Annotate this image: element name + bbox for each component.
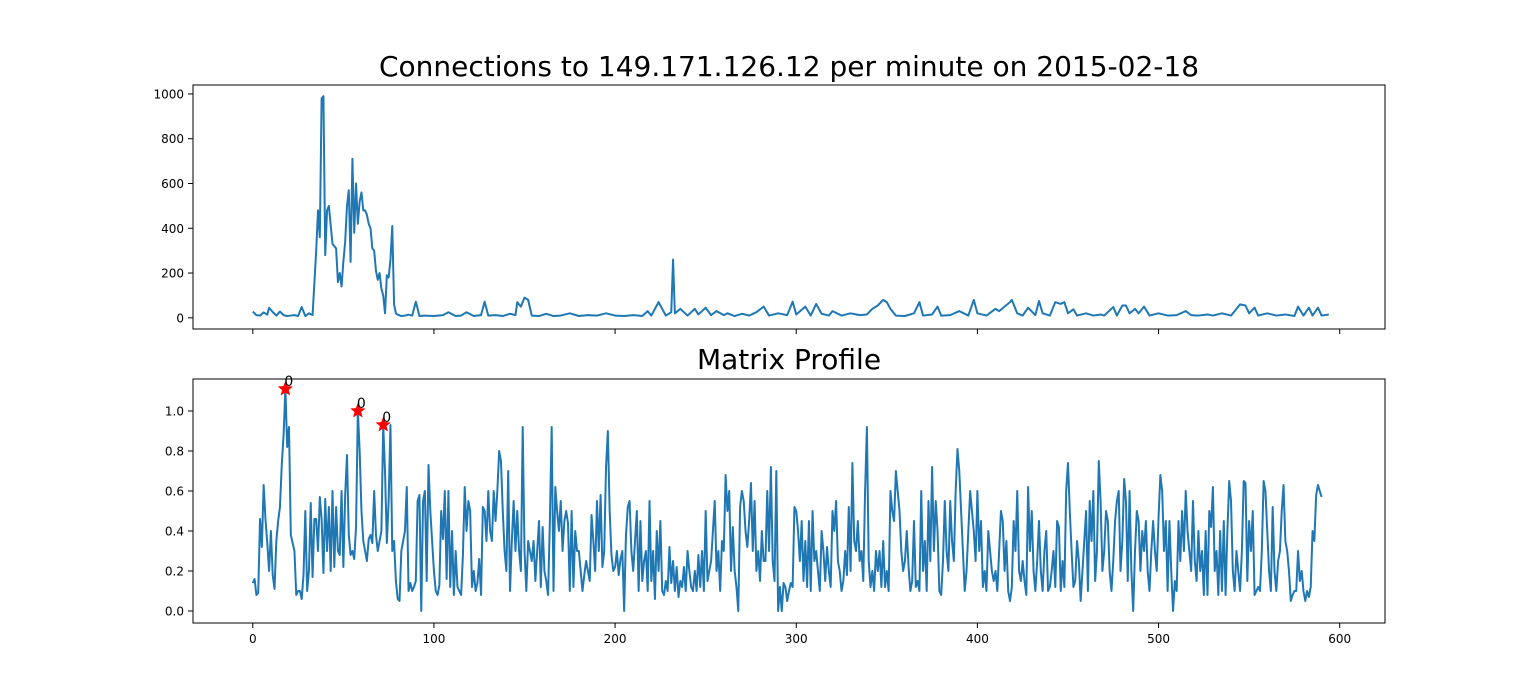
- matrix-profile-x-tick-label: 400: [966, 632, 989, 646]
- matrix-profile-x-tick-label: 500: [1147, 632, 1170, 646]
- matrix-profile-series-line: [251, 388, 1323, 612]
- connections-axes: Connections to 149.171.126.12 per minute…: [153, 50, 1386, 334]
- matrix-profile-x-tick-label: 0: [249, 632, 257, 646]
- matrix-profile-x-tick-label: 100: [422, 632, 445, 646]
- matrix-profile-y-tick-label: 0.2: [165, 565, 184, 579]
- connections-y-tick-label: 200: [161, 267, 184, 281]
- matrix-profile-anomaly-label: 0: [357, 396, 366, 412]
- connections-series-line: [252, 95, 1329, 318]
- connections-y-tick-label: 600: [161, 177, 184, 191]
- connections-axes-frame: [192, 84, 1386, 330]
- connections-y-tick-label: 800: [161, 132, 184, 146]
- matrix-profile-axes-frame: [192, 378, 1386, 624]
- matrix-profile-anomaly-label: 0: [284, 374, 293, 390]
- matrix-profile-x-tick-label: 600: [1328, 632, 1351, 646]
- connections-y-tick-label: 0: [176, 311, 184, 325]
- matrix-profile-x-tick-label: 300: [785, 632, 808, 646]
- matrix-profile-y-tick-label: 0.8: [165, 445, 184, 459]
- matrix-profile-anomaly-marker: [375, 416, 392, 432]
- matrix-profile-anomaly-marker: [350, 402, 366, 418]
- matrix-profile-anomaly-label: 0: [382, 410, 391, 426]
- connections-y-tick-label: 1000: [153, 87, 184, 101]
- connections-chart-title: Connections to 149.171.126.12 per minute…: [379, 50, 1199, 83]
- connections-y-tick-label: 400: [161, 222, 184, 236]
- matrix-profile-y-tick-label: 1.0: [165, 405, 184, 419]
- matrix-profile-x-tick-label: 200: [604, 632, 627, 646]
- matrix-profile-y-tick-label: 0.0: [165, 605, 184, 619]
- matrix-profile-chart-title: Matrix Profile: [697, 343, 881, 376]
- matrix-profile-anomaly-marker: [277, 380, 294, 396]
- matrix-profile-y-tick-label: 0.4: [165, 525, 184, 539]
- matrix-profile-y-tick-label: 0.6: [165, 485, 184, 499]
